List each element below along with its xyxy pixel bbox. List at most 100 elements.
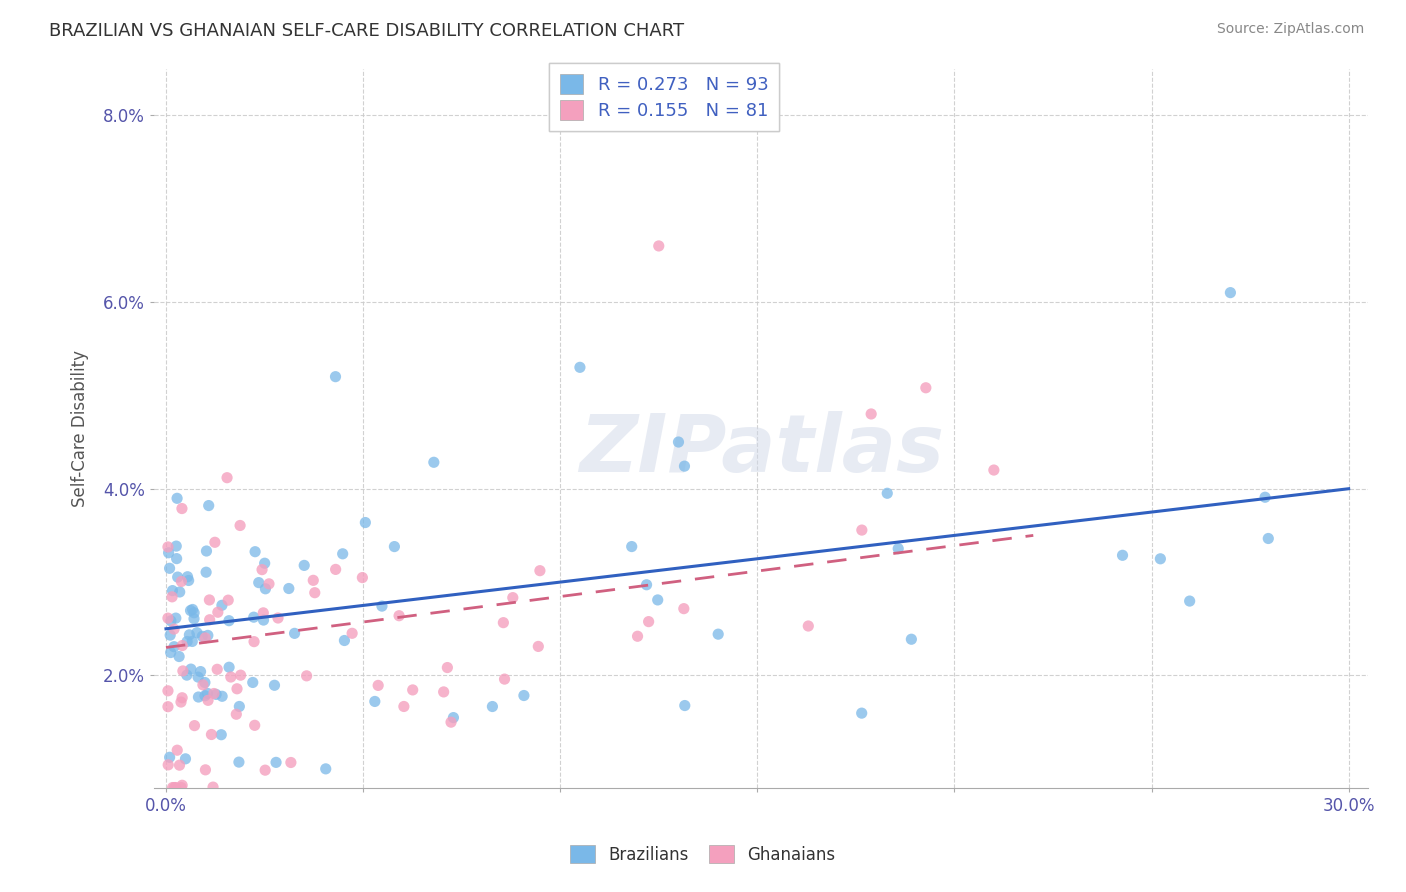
Point bbox=[527, 640, 550, 654]
Text: Source: ZipAtlas.com: Source: ZipAtlas.com bbox=[1216, 22, 1364, 37]
Point bbox=[436, 660, 458, 674]
Point bbox=[200, 727, 222, 741]
Point bbox=[257, 577, 280, 591]
Point bbox=[243, 634, 266, 648]
Point bbox=[315, 762, 337, 776]
Point bbox=[176, 570, 198, 584]
Point bbox=[673, 459, 696, 474]
Point bbox=[204, 535, 226, 549]
Point bbox=[637, 615, 659, 629]
Point bbox=[392, 699, 415, 714]
Point bbox=[172, 778, 194, 792]
Point bbox=[181, 634, 204, 648]
Point bbox=[423, 455, 446, 469]
Point bbox=[494, 672, 516, 686]
Point bbox=[292, 558, 315, 573]
Text: BRAZILIAN VS GHANAIAN SELF-CARE DISABILITY CORRELATION CHART: BRAZILIAN VS GHANAIAN SELF-CARE DISABILI… bbox=[49, 22, 685, 40]
Point bbox=[1111, 549, 1133, 563]
Point bbox=[176, 668, 198, 682]
Point bbox=[183, 718, 205, 732]
Point bbox=[205, 687, 228, 701]
Point bbox=[218, 660, 240, 674]
Point bbox=[252, 606, 274, 620]
Point bbox=[371, 599, 394, 614]
Point bbox=[876, 486, 898, 500]
Point bbox=[672, 601, 695, 615]
Y-axis label: Self-Care Disability: Self-Care Disability bbox=[72, 350, 89, 507]
Point bbox=[243, 544, 266, 558]
Point bbox=[277, 582, 299, 596]
Point bbox=[198, 613, 221, 627]
Point bbox=[160, 614, 183, 628]
Point bbox=[1219, 285, 1241, 300]
Point bbox=[1178, 594, 1201, 608]
Point bbox=[218, 614, 240, 628]
Point bbox=[162, 780, 184, 795]
Point bbox=[207, 605, 229, 619]
Point bbox=[225, 707, 247, 722]
Point bbox=[364, 694, 387, 708]
Point bbox=[636, 578, 658, 592]
Point bbox=[1257, 532, 1279, 546]
Point bbox=[384, 540, 406, 554]
Point bbox=[162, 583, 184, 598]
Point bbox=[163, 780, 186, 795]
Point bbox=[340, 626, 363, 640]
Point bbox=[166, 570, 188, 584]
Point bbox=[354, 516, 377, 530]
Point bbox=[851, 523, 873, 537]
Point bbox=[914, 381, 936, 395]
Point bbox=[860, 407, 883, 421]
Point bbox=[176, 634, 198, 648]
Point bbox=[170, 780, 193, 795]
Point bbox=[169, 758, 191, 772]
Point bbox=[159, 628, 181, 642]
Point bbox=[170, 695, 193, 709]
Point bbox=[626, 629, 648, 643]
Point bbox=[325, 562, 347, 576]
Point bbox=[707, 627, 730, 641]
Point bbox=[367, 678, 389, 692]
Point bbox=[157, 546, 180, 560]
Point bbox=[163, 622, 186, 636]
Point bbox=[191, 629, 214, 643]
Point bbox=[243, 718, 266, 732]
Point bbox=[302, 574, 325, 588]
Point bbox=[197, 686, 219, 700]
Point bbox=[180, 662, 202, 676]
Point bbox=[159, 750, 181, 764]
Point bbox=[166, 491, 188, 506]
Point bbox=[197, 499, 219, 513]
Point bbox=[183, 606, 205, 620]
Legend: Brazilians, Ghanaians: Brazilians, Ghanaians bbox=[564, 838, 842, 871]
Point bbox=[229, 518, 252, 533]
Point bbox=[263, 678, 285, 692]
Point bbox=[900, 632, 922, 647]
Point bbox=[186, 625, 208, 640]
Point bbox=[165, 539, 187, 553]
Point bbox=[197, 628, 219, 642]
Point bbox=[352, 571, 374, 585]
Point bbox=[202, 780, 225, 794]
Point bbox=[181, 602, 204, 616]
Text: ZIPatlas: ZIPatlas bbox=[579, 410, 943, 489]
Legend: R = 0.273   N = 93, R = 0.155   N = 81: R = 0.273 N = 93, R = 0.155 N = 81 bbox=[548, 63, 779, 131]
Point bbox=[304, 585, 326, 599]
Point bbox=[529, 564, 551, 578]
Point bbox=[172, 664, 194, 678]
Point bbox=[568, 360, 591, 375]
Point bbox=[250, 563, 273, 577]
Point bbox=[228, 699, 250, 714]
Point bbox=[668, 435, 690, 450]
Point bbox=[165, 780, 187, 795]
Point bbox=[433, 685, 456, 699]
Point bbox=[242, 610, 264, 624]
Point bbox=[167, 649, 190, 664]
Point bbox=[159, 561, 181, 575]
Point bbox=[205, 662, 228, 676]
Point bbox=[284, 626, 307, 640]
Point bbox=[156, 611, 179, 625]
Point bbox=[851, 706, 873, 720]
Point bbox=[191, 678, 214, 692]
Point bbox=[187, 690, 209, 704]
